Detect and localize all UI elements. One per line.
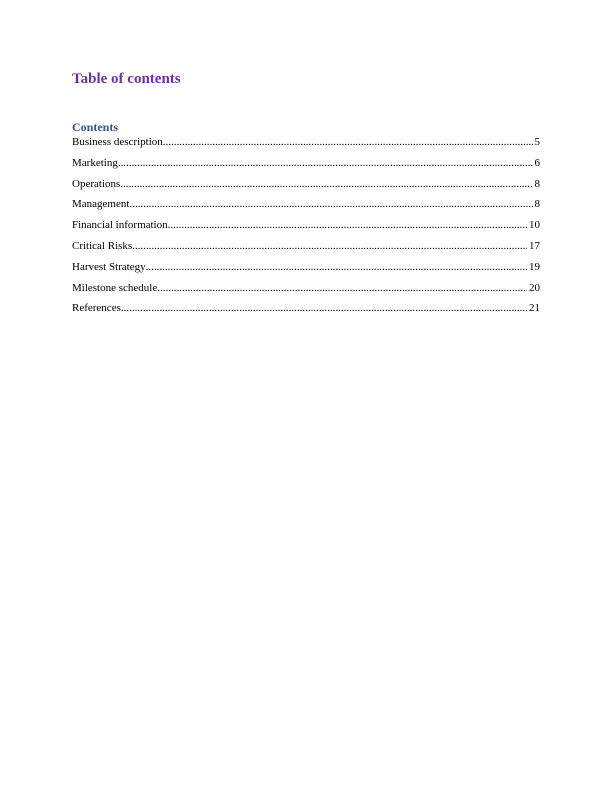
- toc-entry[interactable]: References 21: [72, 302, 540, 323]
- toc-entry[interactable]: Harvest Strategy 19: [72, 261, 540, 282]
- toc-entry-page: 19: [529, 260, 540, 273]
- toc-entry[interactable]: Marketing 6: [72, 157, 540, 178]
- toc-entry[interactable]: Financial information 10: [72, 219, 540, 240]
- dot-leader: [120, 178, 532, 190]
- dot-leader: [132, 240, 527, 252]
- toc-entry-page: 8: [534, 177, 541, 190]
- dot-leader: [168, 219, 527, 231]
- table-of-contents: Business description 5 Marketing 6 Operation…: [72, 136, 540, 323]
- toc-entry[interactable]: Milestone schedule 20: [72, 282, 540, 303]
- toc-entry-page: 20: [529, 281, 540, 294]
- toc-entry-page: 10: [529, 219, 540, 232]
- dot-leader: [146, 261, 527, 273]
- toc-entry-label: Marketing: [72, 156, 118, 169]
- toc-entry-label: Management: [72, 198, 130, 211]
- toc-entry[interactable]: Management 8: [72, 198, 540, 219]
- dot-leader: [163, 136, 533, 148]
- toc-entry-label: Financial information: [72, 219, 168, 232]
- toc-entry-page: 17: [529, 239, 540, 252]
- toc-entry-page: 6: [534, 156, 541, 169]
- toc-entry-label: Operations: [72, 177, 121, 190]
- toc-entry-label: References: [72, 302, 121, 315]
- toc-entry-label: Harvest Strategy: [72, 260, 146, 273]
- dot-leader: [121, 302, 527, 314]
- toc-entry-label: Business description: [72, 136, 163, 148]
- toc-entry-page: 8: [534, 198, 541, 211]
- toc-entry-page: 5: [534, 136, 541, 148]
- toc-entry-page: 21: [529, 302, 540, 315]
- page-heading: Table of contents: [72, 71, 181, 87]
- toc-entry-label: Critical Risks: [72, 239, 133, 252]
- dot-leader: [118, 157, 533, 169]
- dot-leader: [129, 198, 532, 210]
- toc-entry[interactable]: Business description 5: [72, 136, 540, 157]
- dot-leader: [157, 282, 527, 294]
- toc-title: Contents: [72, 120, 119, 134]
- toc-entry[interactable]: Critical Risks 17: [72, 240, 540, 261]
- toc-entry[interactable]: Operations 8: [72, 178, 540, 199]
- toc-entry-label: Milestone schedule: [72, 281, 158, 294]
